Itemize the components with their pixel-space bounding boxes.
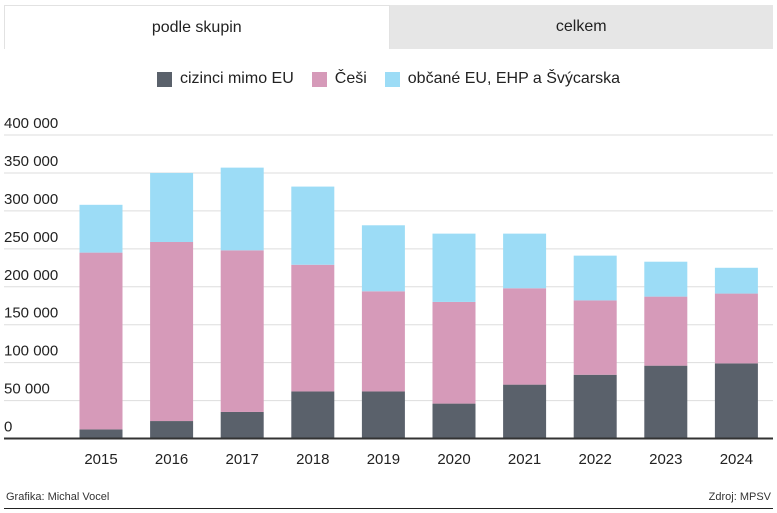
bar-segment	[644, 296, 688, 366]
bar-segment	[79, 204, 123, 253]
x-tick-label: 2020	[437, 451, 470, 468]
bar-segment	[432, 233, 476, 302]
bar-segment	[361, 291, 405, 392]
x-tick-label: 2019	[367, 451, 400, 468]
y-tick-label: 0	[4, 419, 12, 436]
bar-segment	[291, 391, 335, 439]
x-tick-label: 2018	[296, 451, 329, 468]
x-tick-label: 2015	[84, 451, 117, 468]
y-tick-label: 300 000	[4, 191, 58, 208]
bar-segment	[432, 403, 476, 439]
legend-swatch-non-eu	[156, 71, 172, 87]
bar-segment	[220, 250, 264, 412]
bar-segment	[714, 363, 758, 439]
footer-divider	[4, 508, 773, 509]
bar-segment	[644, 261, 688, 297]
legend-swatch-czech	[311, 71, 327, 87]
legend-label-eu: občané EU, EHP a Švýcarska	[407, 70, 621, 87]
bar-segment	[573, 374, 617, 439]
bar-segment	[503, 288, 547, 385]
legend-label-non-eu: cizinci mimo EU	[179, 70, 294, 87]
chart-credit: Grafika: Michal Vocel	[6, 491, 110, 503]
bar-segment	[573, 255, 617, 301]
bar-segment	[291, 186, 335, 265]
bar-segment	[361, 391, 405, 439]
bar-segment	[644, 365, 688, 439]
bar-segment	[503, 233, 547, 289]
bar-segment	[220, 411, 264, 439]
bar-segment	[503, 384, 547, 439]
bar-segment	[220, 167, 264, 251]
x-tick-label: 2022	[579, 451, 612, 468]
bar-segment	[573, 300, 617, 375]
y-tick-label: 100 000	[4, 343, 58, 360]
bar-segment	[150, 241, 194, 422]
bar-segment	[150, 172, 194, 242]
x-tick-label: 2016	[155, 451, 188, 468]
bar-segment	[79, 429, 123, 439]
legend-item-czech[interactable]: Češi	[311, 70, 367, 88]
chart-source: Zdroj: MPSV	[708, 491, 771, 503]
tab-by-group[interactable]: podle skupin	[4, 5, 390, 49]
bar-segment	[361, 225, 405, 292]
x-tick-label: 2021	[508, 451, 541, 468]
bar-segment	[714, 267, 758, 294]
legend-item-eu[interactable]: občané EU, EHP a Švýcarska	[384, 70, 621, 88]
bar-segment	[150, 421, 194, 439]
legend-item-non-eu[interactable]: cizinci mimo EU	[156, 70, 294, 88]
x-tick-label: 2017	[226, 451, 259, 468]
x-tick-label: 2024	[720, 451, 753, 468]
tab-bar: podle skupin celkem	[4, 5, 773, 49]
bar-segment	[291, 264, 335, 392]
legend-swatch-eu	[384, 71, 400, 87]
y-tick-label: 250 000	[4, 229, 58, 246]
tab-total[interactable]: celkem	[389, 5, 773, 49]
bar-segment	[432, 301, 476, 404]
y-tick-label: 150 000	[4, 305, 58, 322]
y-tick-label: 350 000	[4, 153, 58, 170]
y-tick-label: 50 000	[4, 381, 50, 398]
chart-legend: cizinci mimo EU Češi občané EU, EHP a Šv…	[0, 70, 777, 88]
y-tick-label: 400 000	[4, 115, 58, 132]
legend-label-czech: Češi	[334, 70, 367, 87]
bar-segment	[714, 293, 758, 364]
x-tick-label: 2023	[649, 451, 682, 468]
y-tick-label: 200 000	[4, 267, 58, 284]
bar-segment	[79, 252, 123, 430]
